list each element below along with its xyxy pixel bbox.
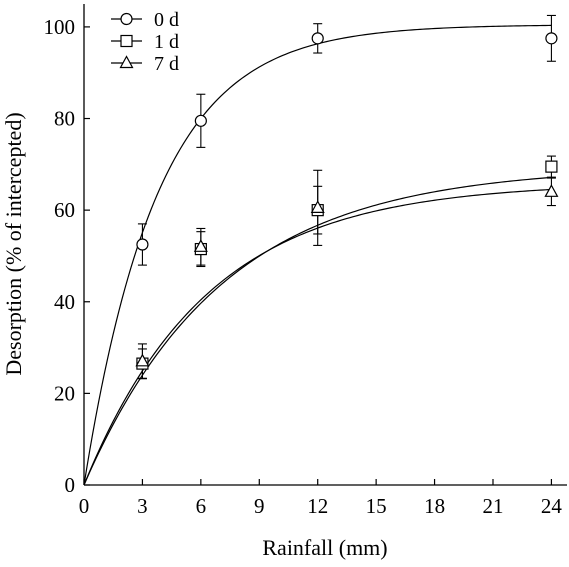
- x-axis-title: Rainfall (mm): [262, 535, 387, 560]
- data-point-triangle: [135, 353, 150, 367]
- data-point-circle: [311, 32, 324, 45]
- axis-ticks: 0 3 6 9 12 15 18 21 24 0 20 40 60 80 100: [44, 15, 563, 518]
- x-tick-label: 18: [424, 494, 445, 518]
- data-point-square: [545, 160, 558, 173]
- fit-curve-circle: [83, 24, 552, 486]
- data-point-triangle: [310, 200, 325, 213]
- y-tick-label: 80: [54, 107, 75, 131]
- legend-label: 1 d: [154, 31, 179, 53]
- x-tick-label: 6: [196, 494, 207, 518]
- legend-label: 7 d: [154, 53, 179, 75]
- y-axis-title: Desorption (% of intercepted): [1, 112, 26, 375]
- axes: [83, 4, 567, 486]
- legend-marker-square: [120, 34, 133, 48]
- y-tick-label: 0: [65, 473, 76, 497]
- x-tick-label: 12: [307, 494, 328, 518]
- x-tick-label: 21: [482, 494, 503, 518]
- data-point-triangle: [544, 184, 559, 197]
- legend-marker-triangle: [119, 55, 134, 69]
- y-tick-label: 40: [54, 290, 75, 314]
- data-point-circle: [545, 32, 558, 45]
- data-point-circle: [136, 238, 149, 251]
- legend-marker-circle: [120, 12, 133, 26]
- x-tick-label: 0: [79, 494, 90, 518]
- y-tick-label: 100: [44, 15, 76, 39]
- x-tick-label: 15: [366, 494, 387, 518]
- y-tick-label: 20: [54, 381, 75, 405]
- y-tick-label: 60: [54, 198, 75, 222]
- legend-label: 0 d: [154, 9, 179, 31]
- data-point-triangle: [193, 239, 208, 252]
- error-bars: [137, 14, 556, 380]
- x-tick-label: 24: [541, 494, 563, 518]
- data-point-circle: [194, 114, 207, 127]
- legend: 0 d1 d7 d: [111, 9, 179, 75]
- x-tick-label: 9: [254, 494, 265, 518]
- x-tick-label: 3: [137, 494, 148, 518]
- data-markers: [135, 32, 559, 370]
- fit-curves: [83, 24, 552, 486]
